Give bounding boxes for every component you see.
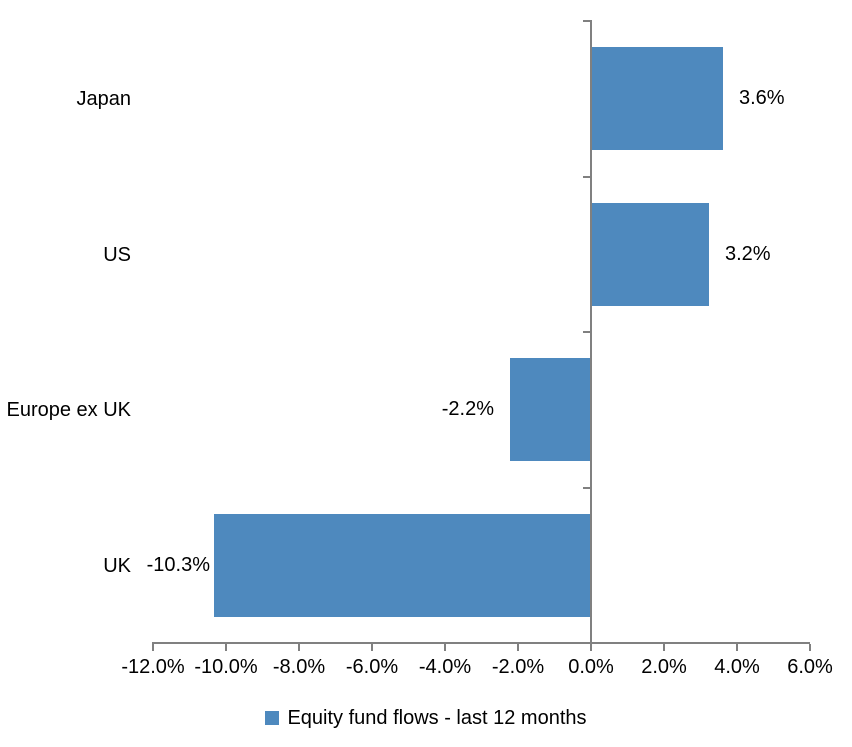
x-axis-label: -12.0% <box>121 656 185 678</box>
x-axis-label: 0.0% <box>568 656 614 678</box>
x-axis-label: 2.0% <box>641 656 687 678</box>
category-label: Japan <box>76 87 132 110</box>
x-axis-tick <box>371 644 373 651</box>
bar-us <box>592 203 709 306</box>
bar-japan <box>592 47 723 150</box>
x-axis-label: 6.0% <box>787 656 833 678</box>
data-label: 3.2% <box>725 243 771 265</box>
legend: Equity fund flows - last 12 months <box>0 703 852 733</box>
x-axis-label: -10.0% <box>194 656 258 678</box>
category-label: UK <box>103 554 131 577</box>
x-axis-tick <box>298 644 300 651</box>
y-axis-line <box>590 20 592 651</box>
data-label: 3.6% <box>739 87 785 109</box>
x-axis-tick <box>152 644 154 651</box>
x-axis-tick <box>663 644 665 651</box>
x-axis-tick <box>225 644 227 651</box>
x-axis-tick <box>444 644 446 651</box>
x-axis-label: 4.0% <box>714 656 760 678</box>
x-axis-label: -6.0% <box>345 656 399 678</box>
x-axis-label: -4.0% <box>418 656 472 678</box>
x-axis-label: -2.0% <box>491 656 545 678</box>
y-axis-tick <box>583 20 591 22</box>
legend-marker-icon <box>265 711 280 725</box>
x-axis-label: -8.0% <box>272 656 326 678</box>
category-label: Europe ex UK <box>6 398 131 421</box>
y-axis-tick <box>583 487 591 489</box>
y-axis-tick <box>583 331 591 333</box>
y-axis-tick <box>583 176 591 178</box>
legend-label: Equity fund flows - last 12 months <box>287 706 587 729</box>
data-label: -10.3% <box>146 554 210 576</box>
bar-uk <box>214 514 590 617</box>
x-axis-tick <box>809 644 811 651</box>
bar-europe-ex-uk <box>510 358 590 461</box>
x-axis-tick <box>736 644 738 651</box>
x-axis-tick <box>517 644 519 651</box>
data-label: -2.2% <box>441 398 494 420</box>
category-label: US <box>103 243 131 266</box>
x-axis-tick <box>590 644 592 651</box>
x-axis-line <box>152 642 810 644</box>
